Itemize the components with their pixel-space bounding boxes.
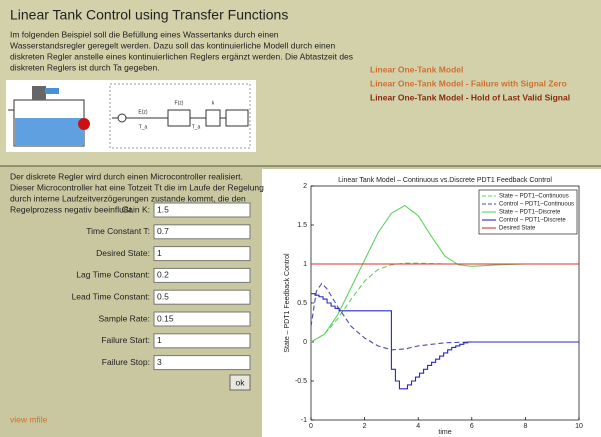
y-tick-label: 0.5 [297, 300, 307, 307]
panel-line: Regelprozess negativ beeinflußt. [10, 204, 134, 214]
y-tick-label: 1.5 [297, 222, 307, 229]
model-link[interactable]: Linear One-Tank Model - Failure with Sig… [370, 78, 567, 88]
input-value[interactable]: 1 [157, 335, 162, 345]
sum-node [118, 114, 126, 122]
input-value[interactable]: 0.7 [157, 226, 169, 236]
field-label: Lead Time Constant: [72, 291, 150, 301]
diagram-label: T_a [139, 124, 148, 130]
input-value[interactable]: 3 [157, 357, 162, 367]
x-axis-label: time [438, 429, 451, 436]
intro-line: diskreten Reglers ist durch Ta gegeben. [10, 62, 160, 72]
y-tick-label: 1 [303, 261, 307, 268]
legend-label: Desired State [499, 226, 536, 232]
field-label: Sample Rate: [99, 313, 151, 323]
water [15, 118, 83, 145]
input-value[interactable]: 0.15 [157, 313, 174, 323]
input-value[interactable]: 0.5 [157, 291, 169, 301]
y-tick-label: 0 [303, 339, 307, 346]
page-title: Linear Tank Control using Transfer Funct… [10, 7, 288, 23]
panel-line: Der diskrete Regler wird durch einen Mic… [10, 171, 243, 181]
diagram-label: E(z) [138, 109, 148, 115]
field-label: Lag Time Constant: [76, 270, 150, 280]
mfile-link[interactable]: view mfile [10, 414, 48, 424]
field-label: Gain K: [122, 204, 150, 214]
x-tick-label: 0 [309, 423, 313, 430]
y-tick-label: -0.5 [295, 378, 307, 385]
legend-label: Control – PDT1–Discrete [499, 218, 566, 224]
field-label: Desired State: [96, 248, 150, 258]
x-tick-label: 8 [523, 423, 527, 430]
intro-line: Im folgenden Beispiel soll die Befüllung… [10, 29, 279, 39]
model-link[interactable]: Linear One-Tank Model [370, 64, 463, 74]
field-label: Failure Start: [101, 335, 150, 345]
diagram-label: F(z) [175, 100, 184, 106]
block [206, 110, 220, 126]
chart-title: Linear Tank Model – Continuous vs.Discre… [338, 177, 552, 184]
ok-label[interactable]: ok [236, 377, 246, 387]
input-value[interactable]: 1.5 [157, 204, 169, 214]
x-tick-label: 6 [470, 423, 474, 430]
x-tick-label: 2 [363, 423, 367, 430]
text-input[interactable] [154, 334, 250, 348]
diagram-label: T_a [192, 124, 201, 130]
panel-line: durch interne Laufzeitverzögerungen zust… [10, 193, 246, 203]
input-value[interactable]: 1 [157, 248, 162, 258]
block [226, 110, 248, 126]
legend-label: State – PDT1–Continuous [499, 194, 569, 200]
y-tick-label: -1 [301, 417, 307, 424]
input-value[interactable]: 0.2 [157, 270, 169, 280]
valve [32, 86, 46, 100]
panel-line: Dieser Microcontroller hat eine Totzeit … [10, 182, 264, 192]
sensor [78, 118, 90, 130]
field-label: Time Constant T: [86, 226, 150, 236]
intro-line: diskreten Regler anstelle eines kontinui… [10, 51, 353, 61]
pipe [45, 88, 59, 94]
field-label: Failure Stop: [102, 357, 150, 367]
legend-label: State – PDT1–Discrete [499, 210, 561, 216]
x-tick-label: 10 [575, 423, 583, 430]
y-axis-label: State – PDT1 Feedback Control [284, 253, 291, 353]
model-link[interactable]: Linear One-Tank Model - Hold of Last Val… [370, 92, 570, 102]
y-tick-label: 2 [303, 183, 307, 190]
page: Linear Tank Control using Transfer Funct… [0, 0, 601, 437]
block [168, 110, 190, 126]
text-input[interactable] [154, 247, 250, 261]
legend-label: Control – PDT1–Continuous [499, 202, 574, 208]
x-tick-label: 4 [416, 423, 420, 430]
intro-line: Wasserstandsregler geregelt werden. Dazu… [10, 40, 335, 50]
text-input[interactable] [154, 356, 250, 370]
